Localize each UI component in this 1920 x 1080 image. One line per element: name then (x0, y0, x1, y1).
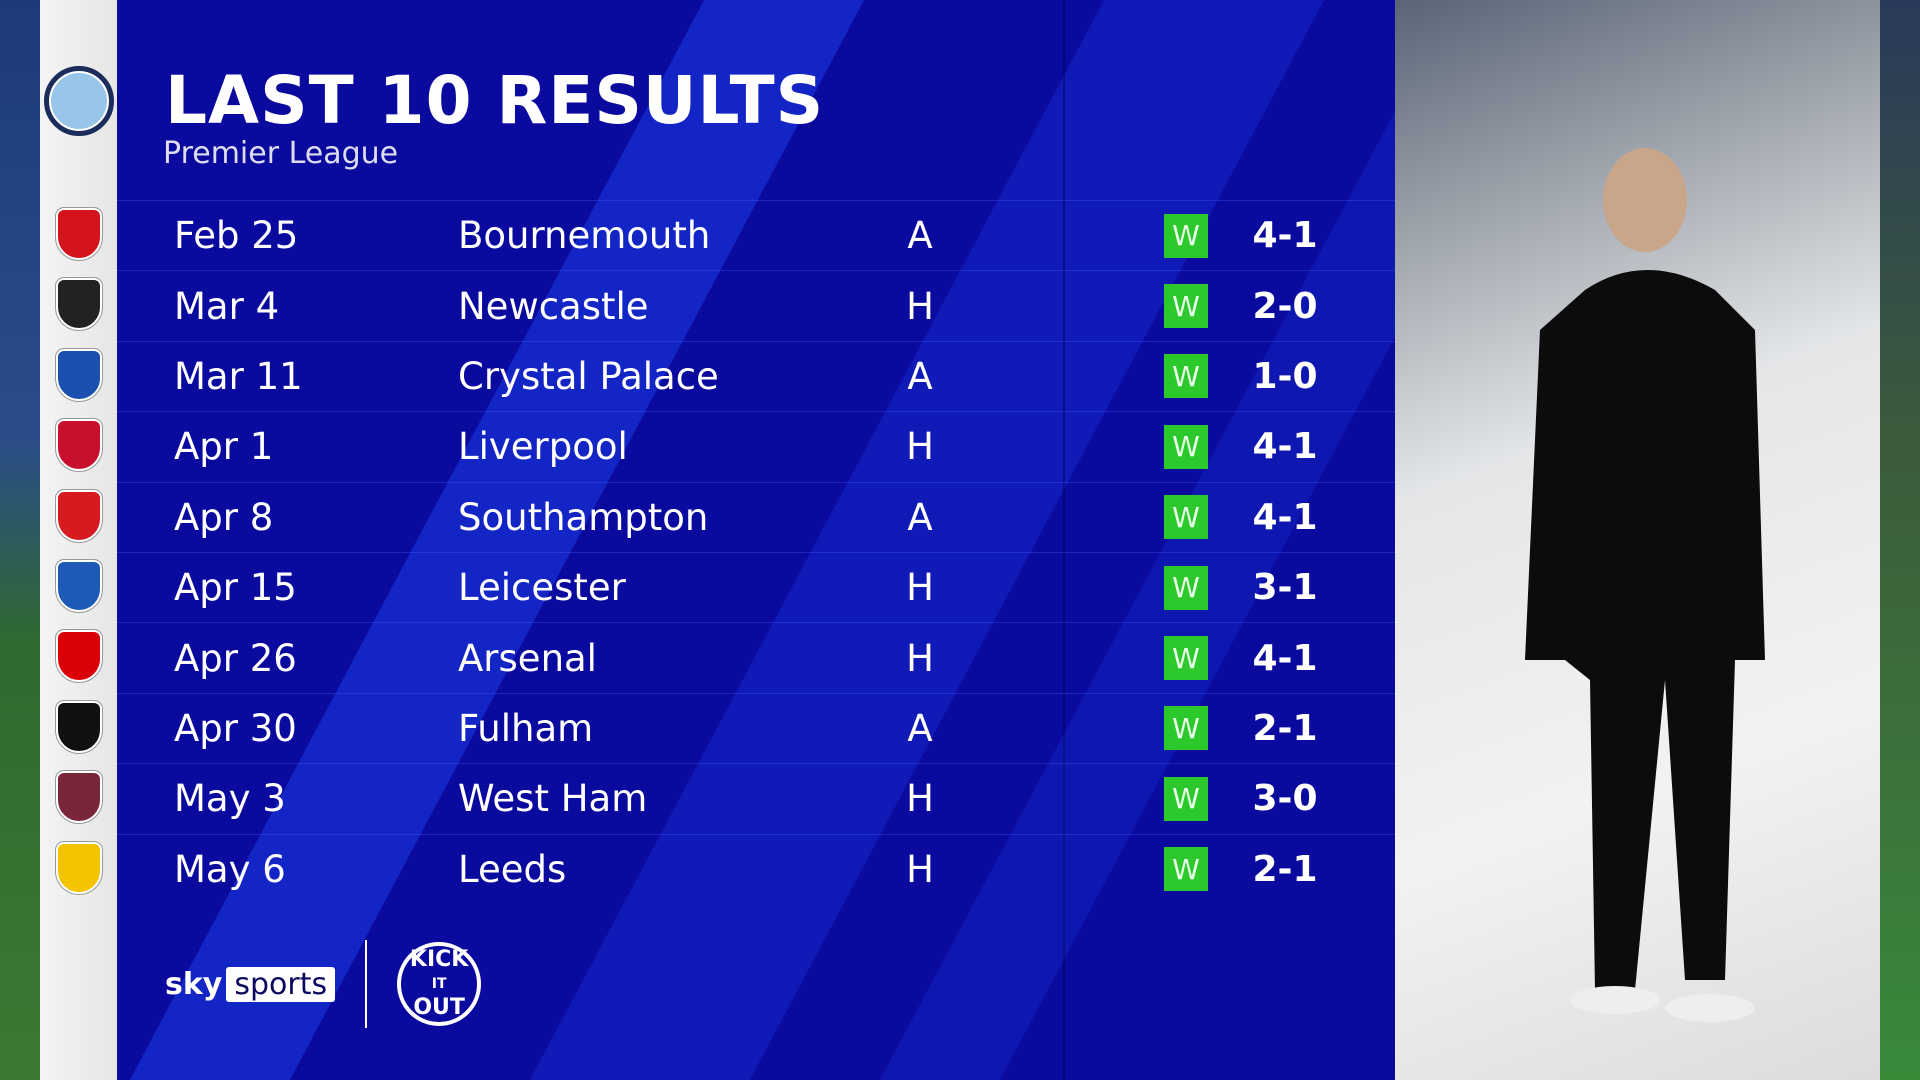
score: 2-1 (1252, 707, 1318, 749)
result-row: Apr 15 Leicester H W 3-1 (117, 551, 1395, 622)
result-badge: W (1164, 213, 1208, 258)
opponent-name: Southampton (458, 495, 709, 539)
match-date: Apr 15 (174, 566, 297, 610)
opponent-name: Liverpool (458, 425, 628, 469)
score: 4-1 (1252, 637, 1318, 679)
opponent-name: Leeds (458, 847, 567, 891)
result-badge: W (1164, 495, 1208, 540)
result-badge: W (1164, 424, 1208, 469)
sky-sports-logo: sky sports (165, 966, 336, 1002)
venue: H (906, 777, 934, 821)
result-badge: W (1164, 706, 1208, 751)
opponent-crest-icon (55, 488, 103, 543)
opponent-name: West Ham (458, 777, 648, 821)
opponent-crest-icon (55, 347, 103, 402)
score: 1-0 (1252, 355, 1318, 397)
result-row: May 6 Leeds H W 2-1 (117, 833, 1395, 904)
venue: H (906, 566, 934, 610)
score: 4-1 (1252, 496, 1318, 538)
competition-subtitle: Premier League (163, 136, 399, 171)
results-panel: LAST 10 RESULTS Premier League Feb 25 Bo… (117, 0, 1395, 1080)
match-date: Apr 26 (174, 636, 297, 680)
footer-logos: sky sports KICK IT OUT (165, 940, 482, 1028)
venue: A (907, 495, 933, 539)
opponent-name: Fulham (458, 706, 594, 750)
score: 4-1 (1252, 215, 1318, 257)
opponent-crest-icon (55, 629, 103, 684)
result-badge: W (1164, 776, 1208, 821)
result-badge: W (1164, 636, 1208, 681)
match-date: May 3 (174, 777, 286, 821)
manchester-city-crest-icon (44, 66, 114, 136)
page-title: LAST 10 RESULTS (165, 62, 825, 139)
opponent-crest-icon (55, 699, 103, 754)
match-date: Mar 11 (174, 354, 303, 398)
result-row: Feb 25 Bournemouth A W 4-1 (117, 200, 1395, 270)
stadium-background-left (0, 0, 40, 1080)
result-badge: W (1164, 565, 1208, 610)
stadium-background-right (1880, 0, 1920, 1080)
opponent-name: Arsenal (458, 636, 597, 680)
result-row: Apr 26 Arsenal H W 4-1 (117, 622, 1395, 692)
match-date: Apr 30 (174, 706, 297, 750)
venue: A (907, 214, 933, 258)
manager-photo (1395, 0, 1880, 1080)
opponent-crest-icon (55, 840, 103, 895)
opponent-crest-icon (55, 770, 103, 825)
venue: H (906, 636, 934, 680)
match-date: May 6 (174, 847, 286, 891)
result-row: Mar 4 Newcastle H W 2-0 (117, 270, 1395, 340)
result-row: Apr 30 Fulham A W 2-1 (117, 692, 1395, 763)
score: 3-0 (1252, 778, 1318, 820)
venue: H (906, 425, 934, 469)
results-table: Feb 25 Bournemouth A W 4-1 Mar 4 Newcastl… (117, 200, 1395, 904)
opponent-name: Leicester (458, 566, 626, 610)
score: 3-1 (1252, 567, 1318, 609)
match-date: Apr 8 (174, 495, 274, 539)
column-divider (1063, 0, 1065, 1080)
venue: A (907, 706, 933, 750)
opponent-crest-icon (55, 559, 103, 613)
result-row: Apr 8 Southampton A W 4-1 (117, 481, 1395, 552)
venue: A (907, 354, 933, 398)
match-date: Mar 4 (174, 284, 280, 328)
result-badge: W (1164, 284, 1208, 329)
opponent-crest-icon (55, 277, 103, 332)
opponent-crest-icon (55, 418, 103, 473)
venue: H (906, 847, 934, 891)
match-date: Apr 1 (174, 425, 274, 469)
result-row: Apr 1 Liverpool H W 4-1 (117, 411, 1395, 481)
opponent-crest-icon (55, 207, 103, 261)
opponent-name: Crystal Palace (458, 354, 719, 398)
venue: H (906, 284, 934, 328)
score: 4-1 (1252, 426, 1318, 468)
score: 2-1 (1252, 848, 1318, 890)
score: 2-0 (1252, 285, 1318, 327)
result-badge: W (1164, 354, 1208, 399)
result-badge: W (1164, 847, 1208, 892)
result-row: Mar 11 Crystal Palace A W 1-0 (117, 340, 1395, 411)
kick-it-out-logo: KICK IT OUT (397, 942, 482, 1026)
opponent-name: Bournemouth (458, 214, 711, 258)
result-row: May 3 West Ham H W 3-0 (117, 763, 1395, 833)
opponent-name: Newcastle (458, 284, 649, 328)
logo-divider (365, 940, 368, 1028)
match-date: Feb 25 (174, 214, 299, 258)
manager-figure-icon (1525, 148, 1765, 1022)
